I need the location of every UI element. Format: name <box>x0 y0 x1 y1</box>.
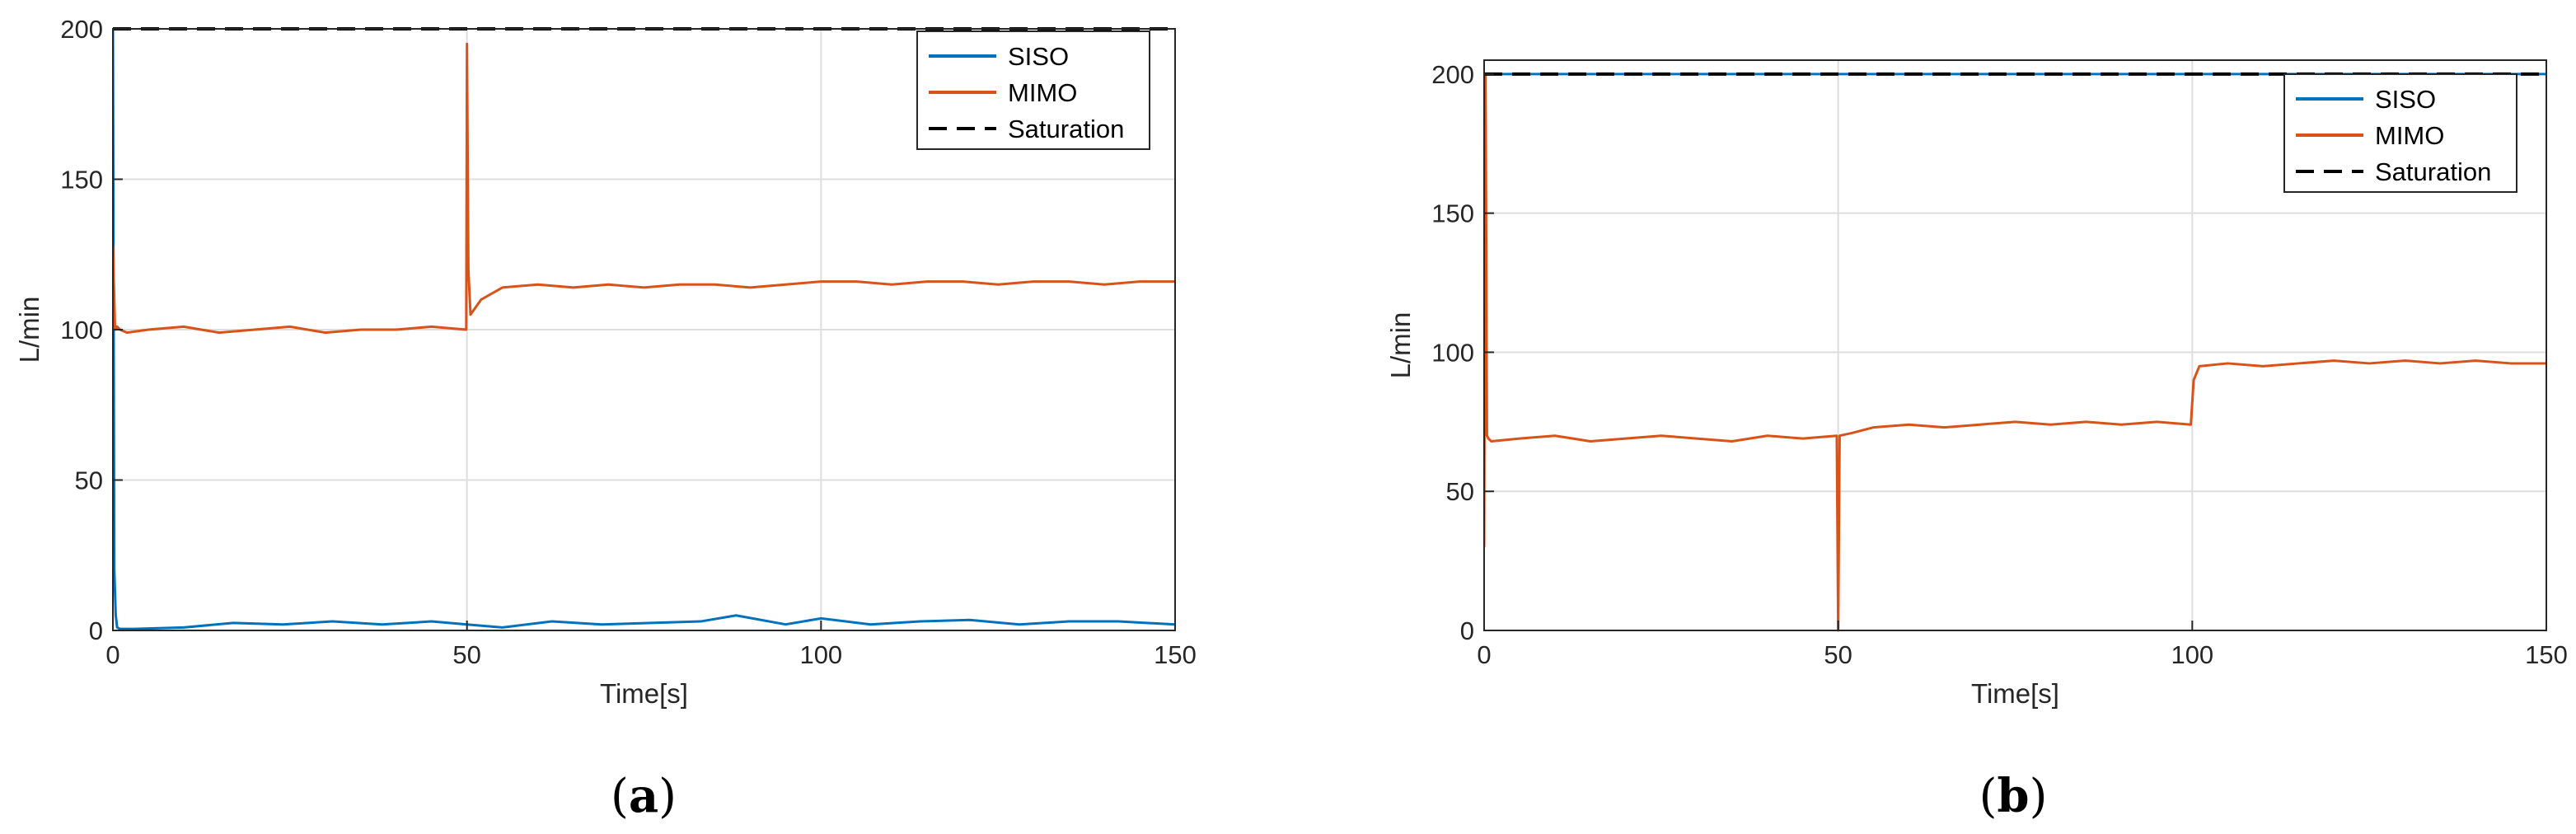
panel-b-legend-label-saturation: Saturation <box>2375 157 2491 186</box>
panel-b-panel-label: (b) <box>1979 769 2048 823</box>
panel-b-y-tick-label: 50 <box>1446 477 1474 506</box>
panel-a-panel-label: (a) <box>611 769 677 823</box>
panel-b-series-mimo-line <box>1484 73 2546 632</box>
panel-b-y-tick-label: 0 <box>1460 616 1474 645</box>
panel-a-x-tick-label: 50 <box>452 640 480 669</box>
panel-b-legend-label-mimo: MIMO <box>2375 121 2444 150</box>
panel-a-legend-label-siso: SISO <box>1008 42 1069 71</box>
panel-a-x-axis-label: Time[s] <box>600 678 688 709</box>
panel-a-x-tick-label: 100 <box>799 640 842 669</box>
panel-a-y-axis-label: L/min <box>14 297 44 363</box>
panel-a-x-tick-label: 0 <box>105 640 119 669</box>
panel-b-axes-box <box>1483 59 2547 631</box>
panel-b-x-axis-label: Time[s] <box>1971 678 2059 709</box>
panel-b-y-tick-label: 150 <box>1431 199 1474 228</box>
panel-b-x-tick-label: 150 <box>2525 640 2568 669</box>
panel-b-legend: SISO MIMO Saturation <box>2283 73 2517 193</box>
panel-b-y-axis-label: L/min <box>1385 312 1416 379</box>
panel-b-x-tick-label: 100 <box>2171 640 2213 669</box>
panel-b-x-tick-label: 50 <box>1824 640 1852 669</box>
panel-a-x-tick-label: 150 <box>1154 640 1197 669</box>
panel-a-y-tick-label: 0 <box>89 616 103 645</box>
panel-a-legend-box <box>916 30 1150 150</box>
panel-a-y-tick-label: 150 <box>60 166 103 194</box>
panel-b-y-tick-label: 200 <box>1431 60 1474 89</box>
panel-a-y-tick-label: 200 <box>60 15 103 44</box>
panel-a-series-siso-line <box>113 28 1175 630</box>
panel-a-legend-label-mimo: MIMO <box>1008 78 1077 107</box>
panel-b-y-tick-label: 100 <box>1431 338 1474 367</box>
panel-a-y-tick-label: 100 <box>60 316 103 344</box>
panel-b-legend-box <box>2283 73 2517 193</box>
panel-a-legend: SISO MIMO Saturation <box>916 30 1150 150</box>
panel-a-series-mimo-line <box>113 42 1175 335</box>
panel-a-chart: 0 50 100 150 0 50 100 150 200 Time[s] L/min SISO MIM… <box>14 15 1197 823</box>
panel-a-y-tick-label: 50 <box>75 466 103 495</box>
panel-b-chart: 0 50 100 150 0 50 100 150 200 Time[s] L/min SISO MIM… <box>1385 59 2568 823</box>
panel-b-x-tick-label: 0 <box>1477 640 1491 669</box>
panel-a-legend-label-saturation: Saturation <box>1008 115 1124 143</box>
panel-b-legend-label-siso: SISO <box>2375 85 2436 114</box>
